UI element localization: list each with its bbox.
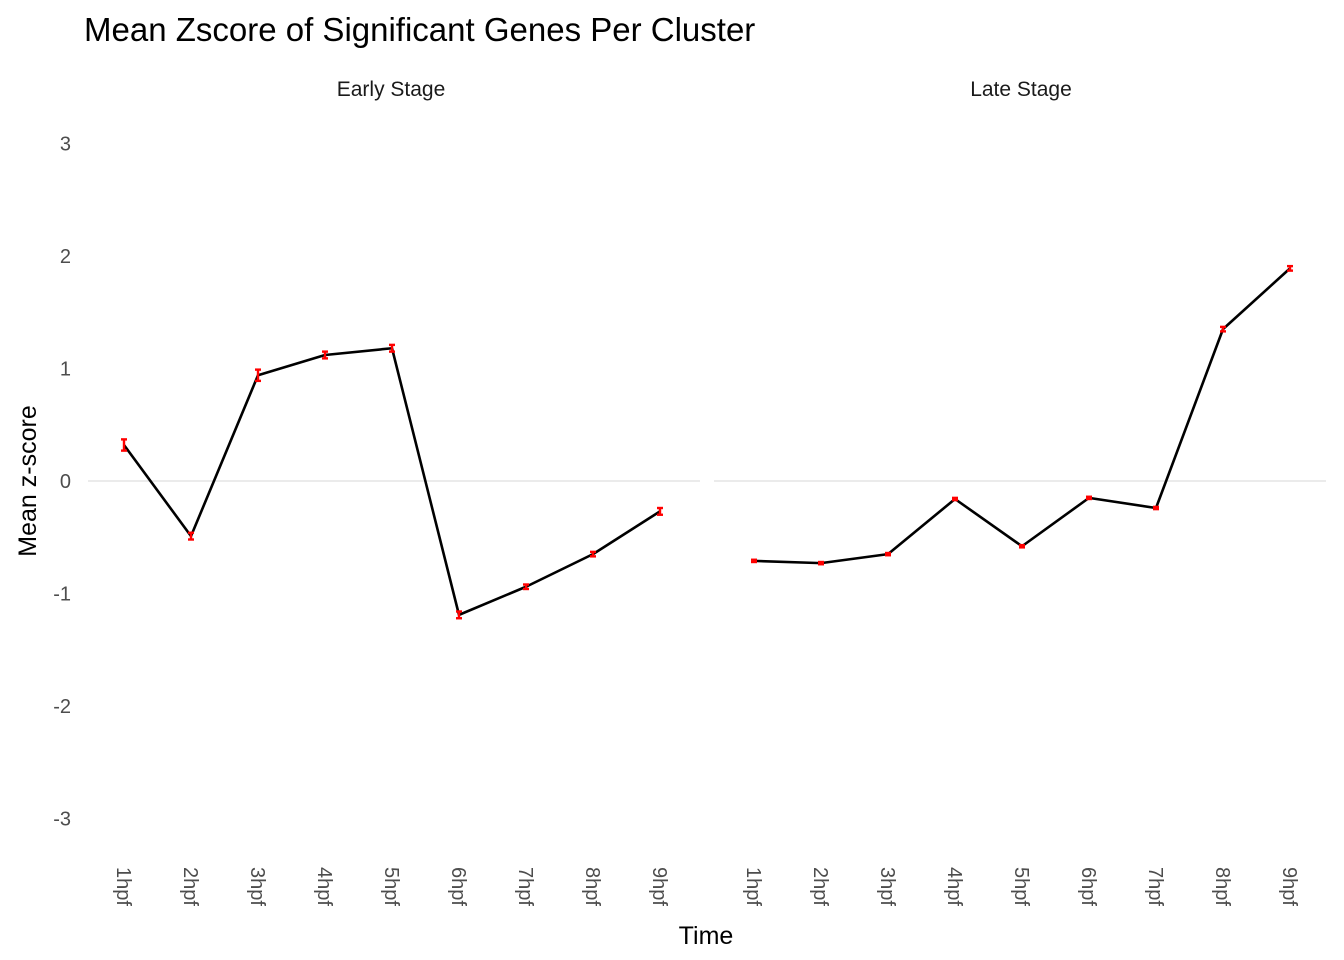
- error-bar: [590, 550, 596, 558]
- error-bar: [322, 350, 328, 360]
- x-axis-title: Time: [679, 922, 734, 950]
- x-tick-label: 3hpf: [876, 867, 898, 906]
- x-tick-label: 6hpf: [447, 867, 469, 906]
- error-bar: [1019, 543, 1025, 549]
- panel-early-stage: Early Stage 1hpf 2hpf 3hpf 4hpf 5hpf 6hpf 7hpf…: [88, 78, 700, 906]
- error-bar: [952, 496, 958, 502]
- y-tick-label: -1: [53, 584, 71, 606]
- y-tick-label: -3: [53, 809, 71, 831]
- error-bar: [1153, 505, 1159, 511]
- y-tick-label: 3: [60, 134, 71, 156]
- x-tick-label: 8hpf: [1211, 867, 1233, 906]
- error-bar: [121, 438, 127, 452]
- x-tick-label: 6hpf: [1077, 867, 1099, 906]
- y-tick-labels: 3 2 1 0 -1 -2 -3: [53, 134, 71, 831]
- series-line: [753, 267, 1291, 565]
- panel-strip-label: Late Stage: [970, 78, 1072, 101]
- x-tick-label: 1hpf: [742, 867, 764, 906]
- x-tick-label: 9hpf: [648, 867, 670, 906]
- error-bar: [885, 551, 891, 557]
- x-tick-label: 5hpf: [380, 867, 402, 906]
- y-tick-label: 1: [60, 359, 71, 381]
- error-bar: [1220, 325, 1226, 333]
- error-bar: [523, 583, 529, 591]
- error-bar: [188, 531, 194, 541]
- x-tick-label: 2hpf: [809, 867, 831, 906]
- x-tick-label: 2hpf: [179, 867, 201, 906]
- x-tick-label: 4hpf: [313, 867, 335, 906]
- y-axis-title: Mean z-score: [14, 405, 42, 556]
- y-tick-label: 2: [60, 246, 71, 268]
- chart-title: Mean Zscore of Significant Genes Per Clu…: [84, 11, 755, 48]
- panel-late-stage: Late Stage 1hpf 2hpf 3hpf 4hpf 5hpf 6hpf 7hpf 8…: [714, 78, 1326, 906]
- error-bar: [818, 560, 824, 566]
- x-tick-label: 8hpf: [581, 867, 603, 906]
- error-bar: [751, 558, 757, 564]
- error-bar: [456, 610, 462, 620]
- y-tick-label: -2: [53, 696, 71, 718]
- x-tick-label: 1hpf: [112, 867, 134, 906]
- panel-strip-label: Early Stage: [337, 78, 446, 101]
- error-bar: [389, 343, 395, 353]
- error-bar: [255, 368, 261, 383]
- y-tick-label: 0: [60, 471, 71, 493]
- x-tick-label: 3hpf: [246, 867, 268, 906]
- error-bar: [657, 506, 663, 516]
- x-tick-label: 4hpf: [943, 867, 965, 906]
- x-tick-label: 7hpf: [1144, 867, 1166, 906]
- error-bar: [1086, 495, 1092, 501]
- x-tick-label: 7hpf: [514, 867, 536, 906]
- error-bar: [1287, 264, 1293, 272]
- x-tick-label: 5hpf: [1010, 867, 1032, 906]
- x-tick-label: 9hpf: [1278, 867, 1300, 906]
